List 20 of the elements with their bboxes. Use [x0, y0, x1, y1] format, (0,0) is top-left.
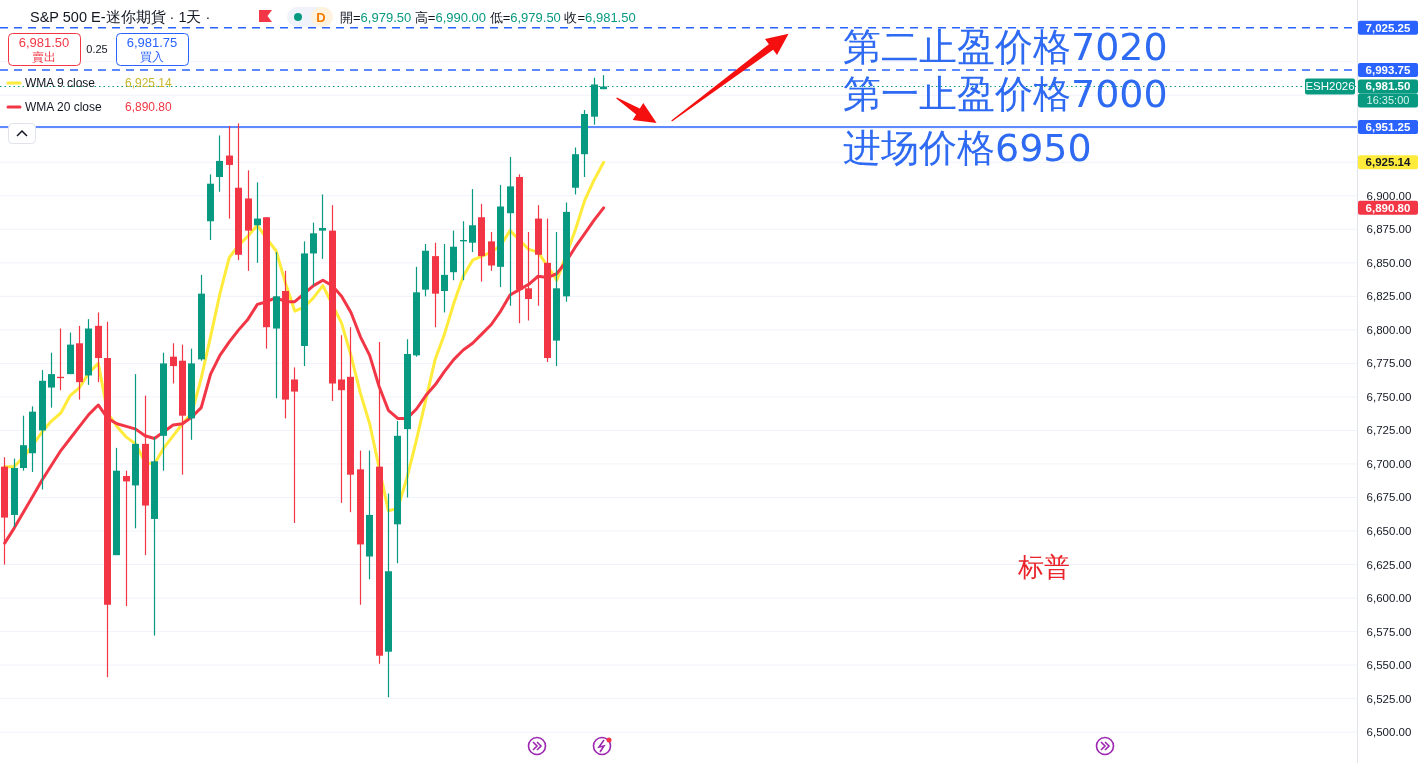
annotation: 6,981.50 — [18, 34, 70, 50]
annotation: 6,925.14 — [1358, 155, 1418, 170]
annotation: 进场价格6950 — [843, 126, 1092, 170]
annotation: 0.25 — [86, 43, 108, 55]
annotation: 買入 — [140, 50, 164, 64]
annotation: 賣出 — [32, 50, 56, 64]
annotation: 标普 — [1018, 552, 1070, 582]
subtitle: 開=6,979.50 高=6,990.00 低=6,979.50 收=6,981.50 — [340, 9, 636, 25]
annotation: 第二止盈价格7020 — [843, 25, 1168, 69]
ref-line-label: 6,981.50 — [1365, 80, 1411, 93]
ref-line-label: 6,993.75 — [1365, 64, 1411, 77]
title: S&P 500 E-迷你期貨 · 1天 · — [30, 9, 211, 25]
ref-line-label: 7,025.25 — [1365, 21, 1411, 34]
annotation: ESH2026 — [1305, 78, 1355, 95]
annotation: 6,890.80 — [1358, 200, 1418, 215]
annotation: 第一止盈价格7000 — [843, 72, 1168, 116]
annotation: 6,981.75 — [126, 34, 178, 50]
ref-line-label: 6,951.25 — [1365, 121, 1411, 134]
annotation: D — [316, 9, 326, 25]
annotation: 16:35:00 — [1358, 93, 1418, 108]
